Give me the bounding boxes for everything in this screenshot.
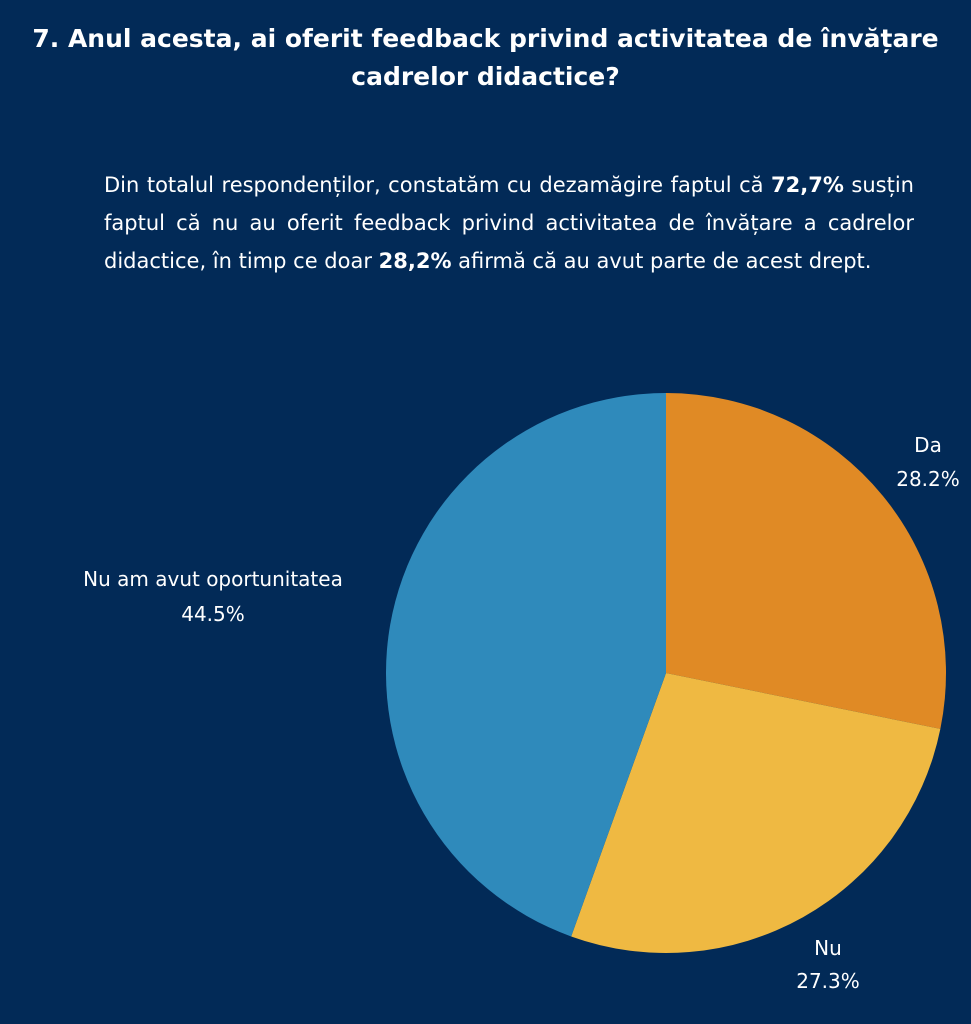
pie-slices (385, 393, 947, 954)
pie-slice-nu-am-avut-oportunitatea (385, 393, 666, 937)
pie-slice-da (666, 393, 947, 729)
summary-part-2: susțin faptul că nu au oferit feedback p… (104, 173, 914, 273)
slice-label-da: Da (914, 433, 942, 457)
summary-part-3: afirmă că au avut parte de acest drept. (451, 249, 872, 273)
slice-value-da: 28.2% (896, 467, 960, 491)
slice-label-nu: Nu (814, 936, 842, 960)
page-title: 7. Anul acesta, ai oferit feedback privi… (32, 24, 939, 91)
slice-value-nu-am-avut-oportunitatea: 44.5% (181, 602, 245, 626)
summary-highlight-yes: 28,2% (378, 249, 452, 273)
summary-text: Din totalul respondenților, constatăm cu… (104, 166, 914, 280)
pie-slice-nu (571, 673, 941, 954)
slice-value-nu: 27.3% (796, 969, 860, 993)
summary-part-1: Din totalul respondenților, constatăm cu… (104, 173, 772, 197)
slice-label-nu-am-avut-oportunitatea: Nu am avut oportunitatea (83, 567, 343, 591)
summary-highlight-no: 72,7% (771, 173, 844, 197)
